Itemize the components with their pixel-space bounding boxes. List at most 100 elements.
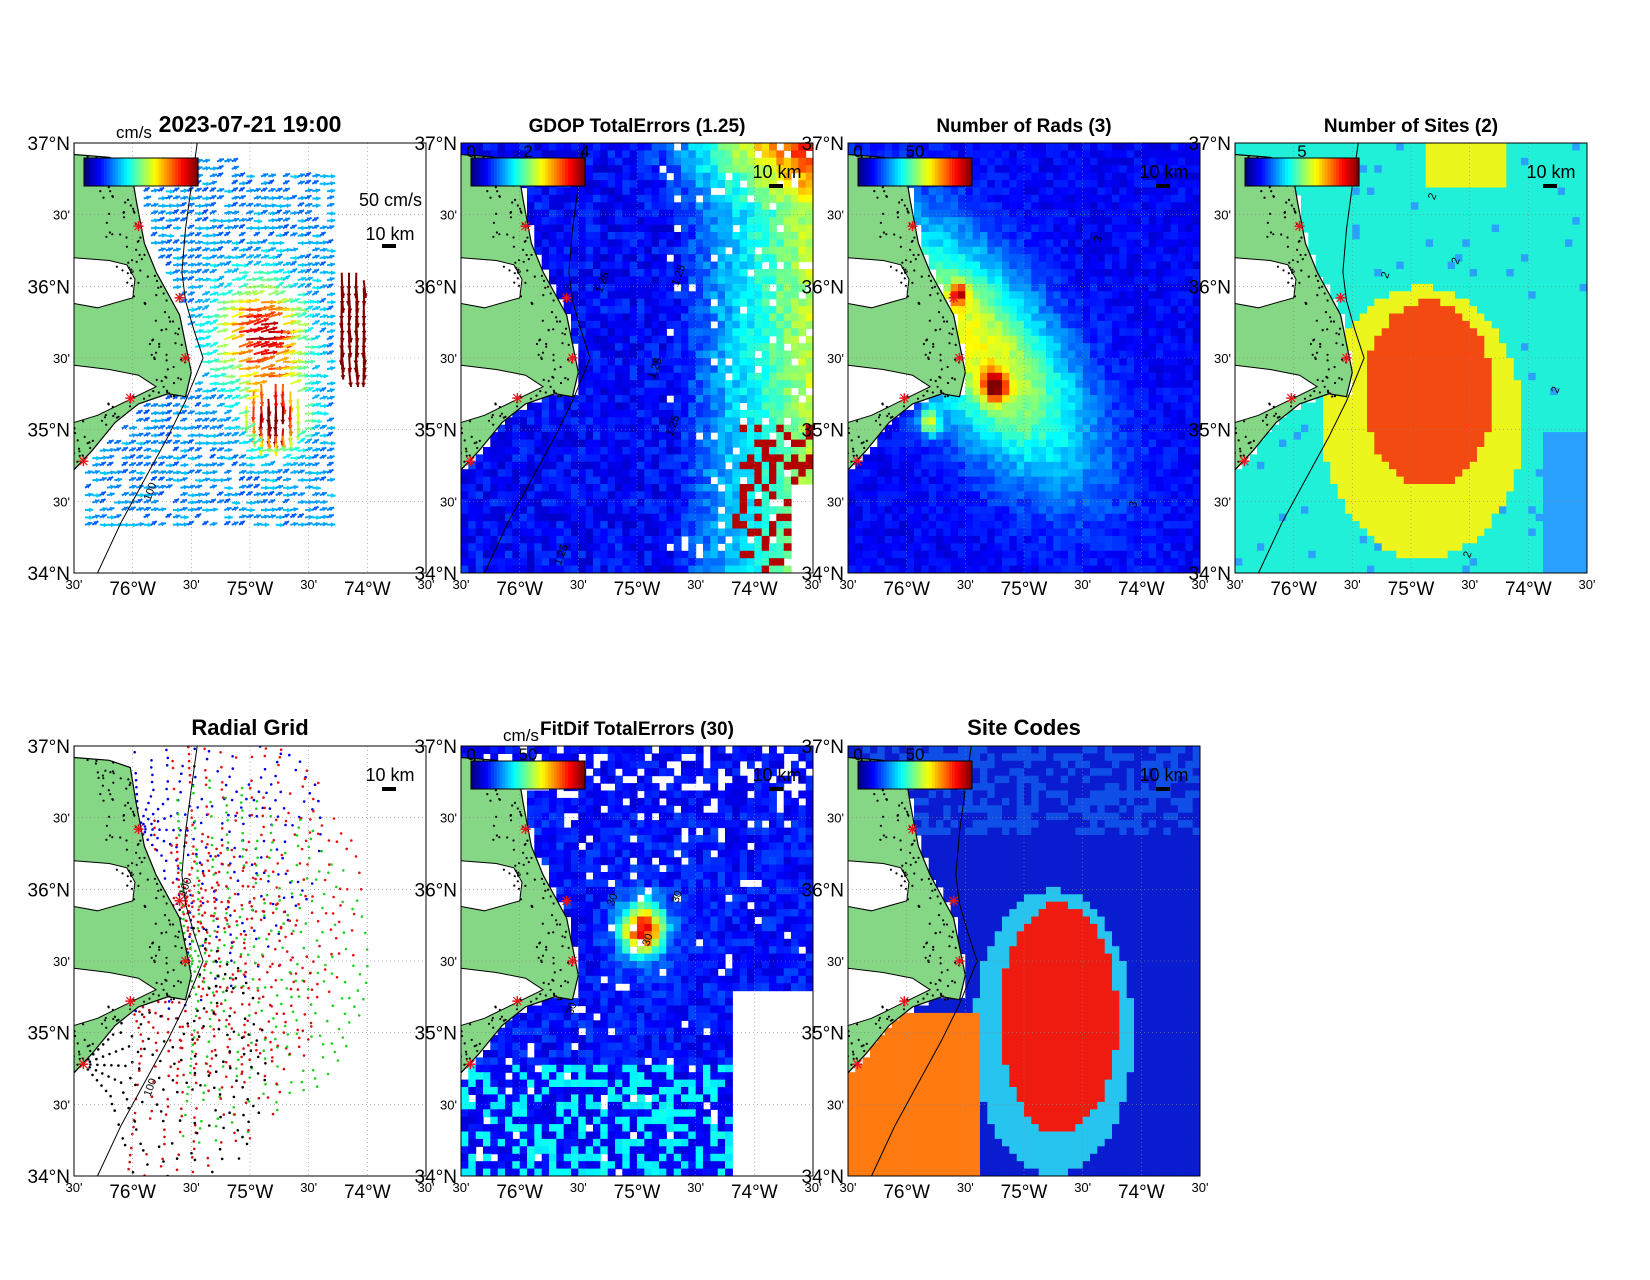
radar-site-marker	[175, 293, 185, 303]
lon-tick-label: 30'	[1192, 1180, 1209, 1195]
lat-tick-label: 30'	[827, 351, 844, 366]
distance-scale-label: 10 km	[1139, 765, 1188, 785]
lat-tick-label: 35°N	[415, 1024, 457, 1045]
radar-site-marker	[899, 996, 909, 1006]
distance-scale-label: 10 km	[365, 224, 414, 244]
lon-tick-label: 30'	[840, 577, 857, 592]
lat-tick-label: 37°N	[415, 737, 457, 758]
distance-scale-label: 10 km	[365, 765, 414, 785]
lat-tick-label: 35°N	[28, 421, 70, 442]
lon-tick-label: 30'	[957, 1180, 974, 1195]
lon-tick-label: 30'	[570, 577, 587, 592]
lat-tick-label: 30'	[53, 954, 70, 969]
radar-site-marker	[949, 896, 959, 906]
panel-title: Number of Sites (2)	[1324, 116, 1498, 137]
lon-tick-label: 30'	[183, 577, 200, 592]
lat-tick-label: 30'	[1214, 351, 1231, 366]
lon-tick-label: 76°W	[883, 1182, 930, 1203]
lat-tick-label: 37°N	[28, 134, 70, 155]
radar-site-marker	[1341, 353, 1351, 363]
lat-tick-label: 30'	[440, 208, 457, 223]
panel-fitdif-total-errors: 3030303037°N30'36°N30'35°N30'34°N30'76°W…	[415, 719, 822, 1203]
radar-site-marker	[1286, 393, 1296, 403]
land	[68, 739, 191, 1083]
colorbar-label: cm/s	[503, 726, 539, 745]
lat-tick-label: 35°N	[28, 1024, 70, 1045]
lon-tick-label: 75°W	[1388, 579, 1435, 600]
radar-site-marker	[1336, 293, 1346, 303]
radar-site-marker	[465, 456, 475, 466]
map-area	[829, 739, 1200, 1177]
radar-site-marker	[954, 956, 964, 966]
lat-tick-label: 30'	[827, 208, 844, 223]
lat-tick-label: 30'	[53, 811, 70, 826]
lat-tick-label: 30'	[440, 1097, 457, 1112]
lat-tick-label: 36°N	[28, 277, 70, 298]
lon-tick-label: 76°W	[109, 579, 156, 600]
lon-tick-label: 30'	[66, 1180, 83, 1195]
lat-tick-label: 30'	[53, 494, 70, 509]
colorbar-tick: 50	[906, 142, 925, 161]
lon-tick-label: 30'	[1579, 577, 1596, 592]
lon-tick-label: 30'	[840, 1180, 857, 1195]
lon-tick-label: 74°W	[1118, 1182, 1165, 1203]
lat-tick-label: 34°N	[802, 1167, 844, 1188]
lon-tick-label: 30'	[183, 1180, 200, 1195]
lat-tick-label: 35°N	[802, 1024, 844, 1045]
lon-tick-label: 76°W	[109, 1182, 156, 1203]
lon-tick-label: 30'	[1344, 577, 1361, 592]
lat-tick-label: 30'	[827, 811, 844, 826]
radar-site-marker	[125, 996, 135, 1006]
radar-site-marker	[521, 824, 531, 834]
lat-tick-label: 35°N	[415, 421, 457, 442]
panel-title: Number of Rads (3)	[936, 116, 1111, 137]
lat-tick-label: 30'	[1214, 494, 1231, 509]
lat-tick-label: 30'	[440, 494, 457, 509]
lon-tick-label: 30'	[570, 1180, 587, 1195]
lon-tick-label: 30'	[66, 577, 83, 592]
colorbar-label: cm/s	[116, 123, 152, 142]
lat-tick-label: 30'	[53, 1097, 70, 1112]
lat-tick-label: 35°N	[802, 421, 844, 442]
radar-site-marker	[180, 956, 190, 966]
lon-tick-label: 30'	[687, 1180, 704, 1195]
lat-tick-label: 34°N	[802, 564, 844, 585]
lon-tick-label: 30'	[687, 577, 704, 592]
radar-site-marker	[521, 221, 531, 231]
panel-title: 2023-07-21 19:00	[159, 111, 342, 137]
radar-site-marker	[908, 824, 918, 834]
colorbar-tick: 0	[466, 745, 475, 764]
lat-tick-label: 36°N	[415, 880, 457, 901]
lat-tick-label: 37°N	[802, 134, 844, 155]
radar-site-marker	[567, 956, 577, 966]
panel-title: FitDif TotalErrors (30)	[540, 719, 734, 740]
lat-tick-label: 36°N	[1189, 277, 1231, 298]
radar-site-marker	[134, 824, 144, 834]
lat-tick-label: 30'	[827, 954, 844, 969]
lon-tick-label: 75°W	[227, 579, 274, 600]
radar-site-marker	[1239, 456, 1249, 466]
lon-tick-label: 74°W	[731, 579, 778, 600]
lon-tick-label: 75°W	[227, 1182, 274, 1203]
lon-tick-label: 30'	[300, 1180, 317, 1195]
lon-tick-label: 30'	[1227, 577, 1244, 592]
lat-tick-label: 36°N	[28, 880, 70, 901]
radar-site-marker	[899, 393, 909, 403]
lat-tick-label: 30'	[440, 811, 457, 826]
colorbar-tick: 0	[466, 142, 475, 161]
lat-tick-label: 34°N	[1189, 564, 1231, 585]
lat-tick-label: 30'	[53, 208, 70, 223]
lon-tick-label: 75°W	[614, 1182, 661, 1203]
radar-site-marker	[954, 353, 964, 363]
lon-tick-label: 74°W	[1118, 579, 1165, 600]
lat-tick-label: 34°N	[415, 1167, 457, 1188]
lon-tick-label: 74°W	[344, 1182, 391, 1203]
radar-site-marker	[180, 353, 190, 363]
lat-tick-label: 36°N	[802, 880, 844, 901]
radar-site-marker	[512, 393, 522, 403]
